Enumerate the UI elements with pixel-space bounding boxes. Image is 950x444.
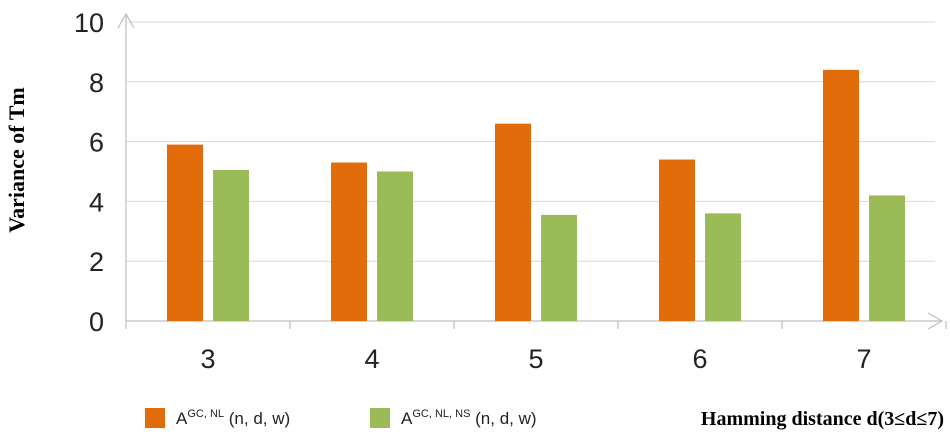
x-tick-label: 4 — [364, 344, 379, 374]
legend-swatch-series-2 — [370, 408, 390, 428]
legend-label-series-1: AGC, NL (n, d, w) — [176, 408, 290, 428]
bar-series-1-cat-7 — [823, 69, 859, 321]
x-tick-label: 7 — [856, 344, 871, 374]
bar-series-1-cat-6 — [659, 159, 695, 321]
x-axis-label: Hamming distance d(3≤d≤7) — [701, 408, 944, 430]
axes — [117, 12, 947, 330]
bar-series-2-cat-7 — [869, 195, 905, 321]
bar-series-1-cat-3 — [167, 144, 203, 321]
y-tick-label: 10 — [74, 8, 104, 38]
bar-series-1-cat-5 — [495, 123, 531, 321]
x-tick-label: 6 — [692, 344, 707, 374]
legend-swatch-series-1 — [145, 408, 165, 428]
y-tick-label: 4 — [89, 187, 104, 217]
tick-labels: 0 2 4 6 8 10 3 4 5 6 7 — [74, 8, 872, 374]
y-tick-label: 2 — [89, 247, 104, 277]
y-axis-arrow — [117, 12, 135, 29]
legend: AGC, NL (n, d, w) AGC, NL, NS (n, d, w) — [145, 408, 537, 428]
x-tick-label: 5 — [528, 344, 543, 374]
x-tick-label: 3 — [200, 344, 215, 374]
y-tick-label: 0 — [89, 307, 104, 337]
y-tick-label: 8 — [89, 68, 104, 98]
bars — [167, 69, 905, 321]
legend-label-series-2: AGC, NL, NS (n, d, w) — [401, 408, 537, 428]
x-axis-arrow — [927, 312, 944, 330]
y-axis-label: Variance of Tm — [4, 87, 29, 232]
bar-series-1-cat-4 — [331, 162, 367, 321]
bar-series-2-cat-3 — [213, 170, 249, 321]
bar-series-2-cat-4 — [377, 171, 413, 321]
bar-series-2-cat-5 — [541, 214, 577, 321]
bar-series-2-cat-6 — [705, 213, 741, 321]
y-tick-label: 6 — [89, 128, 104, 158]
